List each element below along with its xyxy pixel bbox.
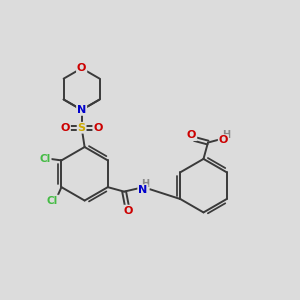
Text: H: H — [222, 130, 230, 140]
Text: O: O — [219, 135, 228, 145]
Text: O: O — [77, 63, 86, 73]
Text: O: O — [124, 206, 133, 216]
Text: Cl: Cl — [40, 154, 51, 164]
Text: O: O — [93, 123, 103, 133]
Text: O: O — [187, 130, 196, 140]
Text: Cl: Cl — [47, 196, 58, 206]
Text: N: N — [138, 185, 148, 195]
Text: O: O — [61, 123, 70, 133]
Text: S: S — [78, 123, 86, 133]
Text: N: N — [77, 105, 86, 115]
Text: H: H — [141, 179, 149, 189]
